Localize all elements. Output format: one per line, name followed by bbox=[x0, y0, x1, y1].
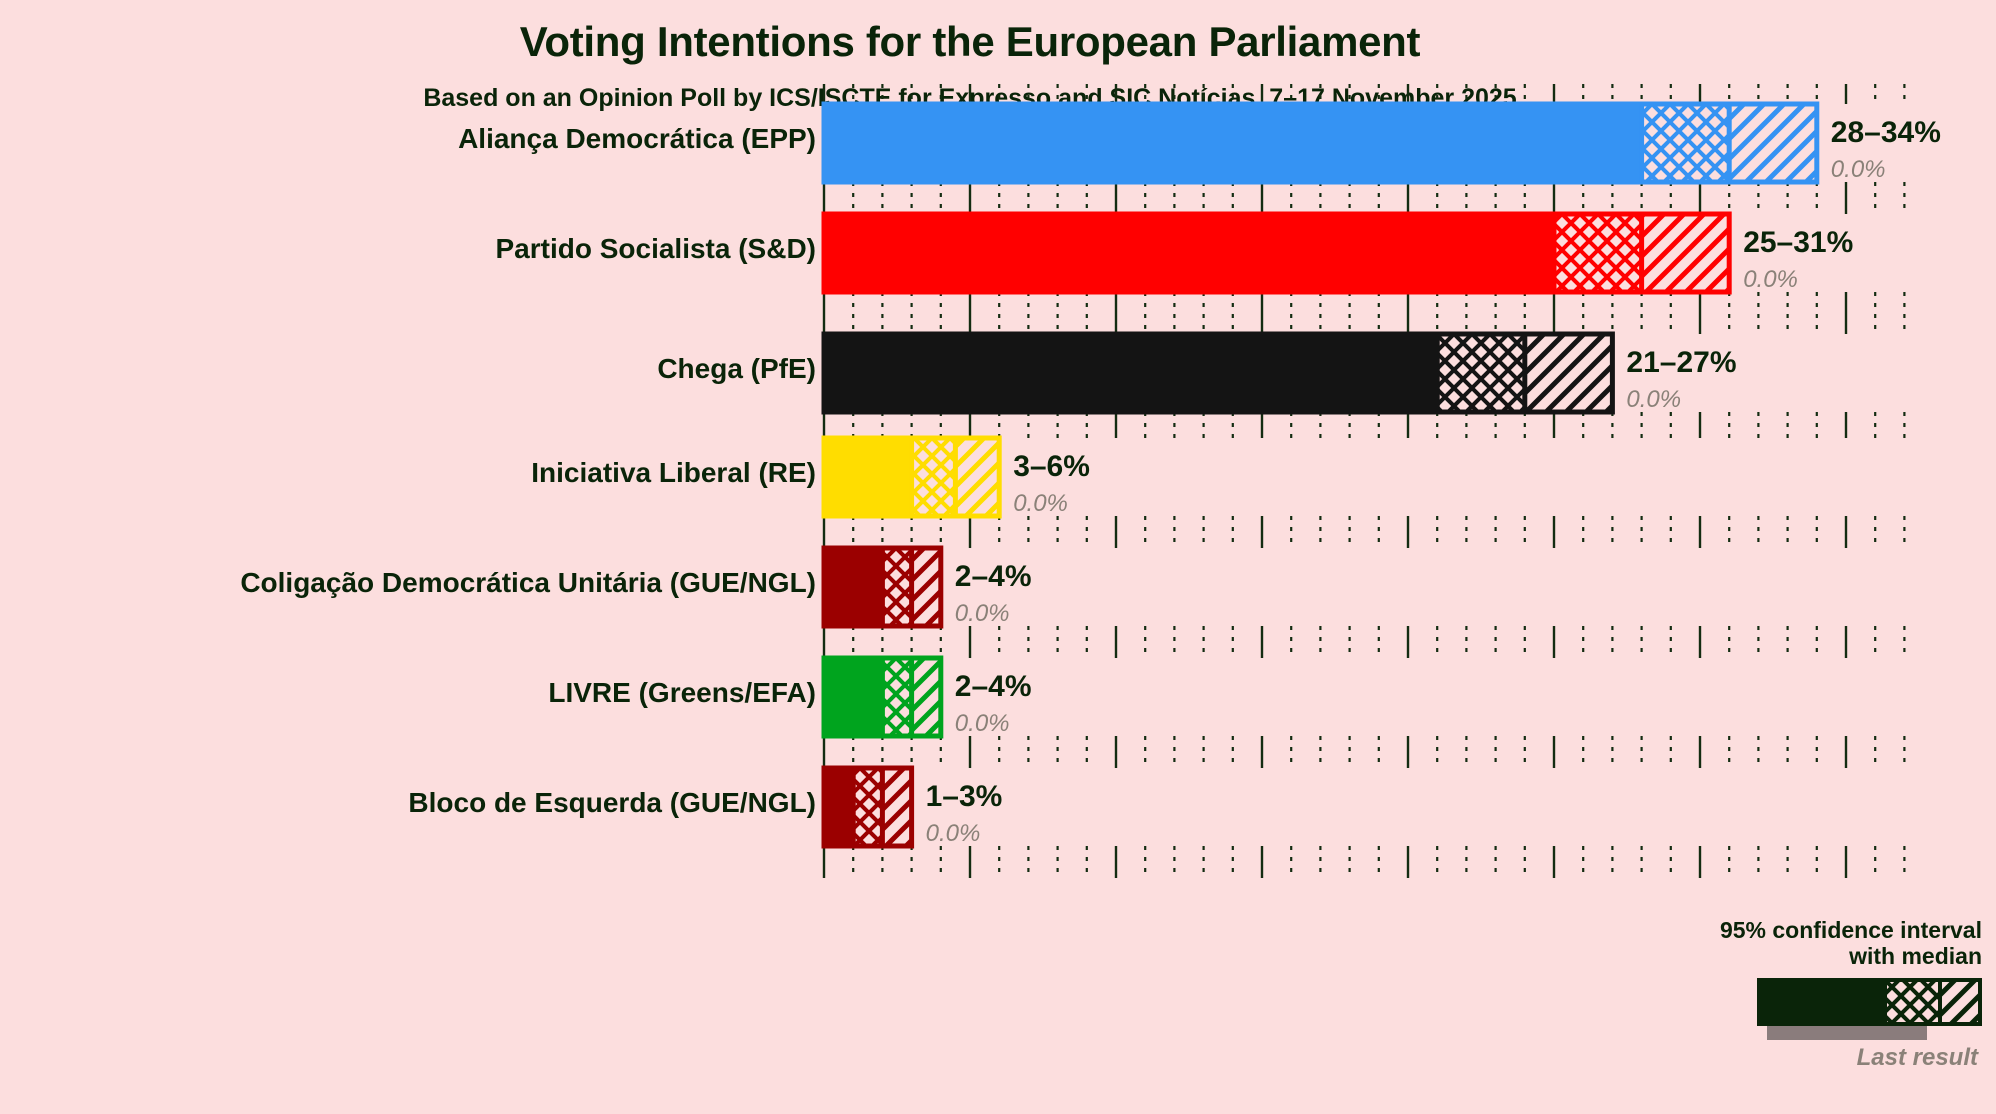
value-range-label: 21–27% bbox=[1626, 346, 1737, 379]
party-label: Aliança Democrática (EPP) bbox=[458, 123, 816, 154]
party-label: Chega (PfE) bbox=[657, 353, 816, 384]
legend-line-2: with median bbox=[1849, 942, 1982, 969]
party-label: Iniciativa Liberal (RE) bbox=[531, 457, 816, 488]
last-result-value-label: 0.0% bbox=[954, 600, 1010, 627]
confidence-interval-bar bbox=[821, 101, 1820, 185]
last-result-value-label: 0.0% bbox=[925, 820, 981, 847]
last-result-value-label: 0.0% bbox=[1830, 156, 1886, 183]
confidence-interval-bar bbox=[821, 331, 1615, 415]
value-range-label: 28–34% bbox=[1830, 116, 1941, 149]
last-result-value-label: 0.0% bbox=[1743, 266, 1798, 293]
legend-last-result-label: Last result bbox=[1856, 1043, 1978, 1071]
legend-line-1: 95% confidence interval bbox=[1719, 917, 1982, 943]
legend-last-result-swatch bbox=[1767, 1025, 1927, 1040]
confidence-interval-bar bbox=[821, 545, 944, 629]
chart-legend: 95% confidence interval with median Last… bbox=[1642, 917, 1982, 1072]
last-result-value-label: 0.0% bbox=[1013, 490, 1068, 517]
value-range-label: 1–3% bbox=[925, 780, 1003, 813]
legend-swatch-graphic bbox=[1757, 977, 1982, 1026]
party-label: Partido Socialista (S&D) bbox=[495, 233, 816, 264]
value-range-label: 3–6% bbox=[1013, 450, 1090, 483]
confidence-interval-bar bbox=[821, 211, 1732, 295]
party-label: Bloco de Esquerda (GUE/NGL) bbox=[408, 787, 816, 818]
confidence-interval-bar bbox=[821, 435, 1002, 519]
legend-swatch bbox=[1757, 977, 1982, 1040]
confidence-interval-bar bbox=[821, 765, 915, 849]
party-label: LIVRE (Greens/EFA) bbox=[548, 677, 816, 708]
value-range-label: 25–31% bbox=[1743, 226, 1854, 259]
value-range-label: 2–4% bbox=[954, 670, 1032, 703]
party-label: Coligação Democrática Unitária (GUE/NGL) bbox=[240, 567, 816, 598]
last-result-value-label: 0.0% bbox=[954, 710, 1010, 737]
value-range-label: 2–4% bbox=[954, 560, 1032, 593]
page-title: Voting Intentions for the European Parli… bbox=[519, 18, 1421, 65]
last-result-value-label: 0.0% bbox=[1626, 386, 1682, 413]
confidence-interval-bar bbox=[821, 655, 944, 739]
